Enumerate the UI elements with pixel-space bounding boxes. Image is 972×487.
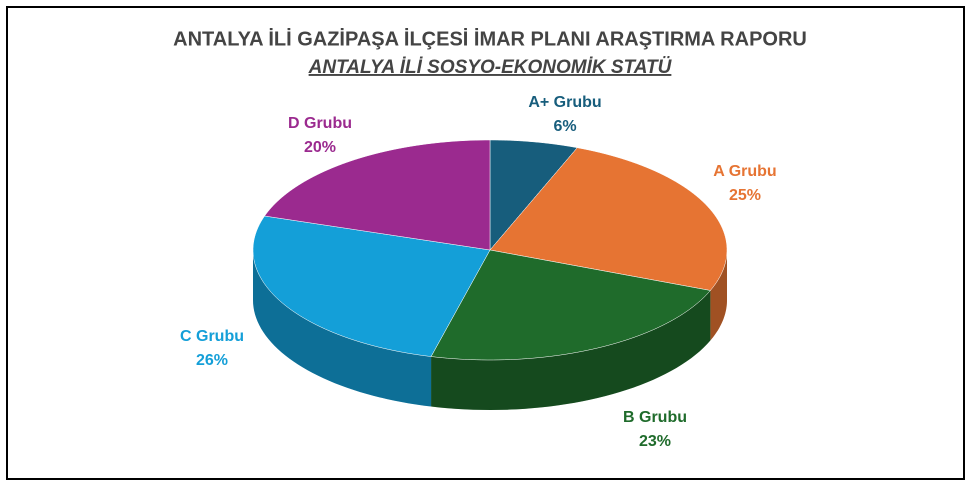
category-label: A Grubu (713, 163, 776, 180)
side-face (431, 290, 711, 410)
side-face (253, 250, 432, 407)
chart-title: ANTALYA İLİ GAZİPAŞA İLÇESİ İMAR PLANI A… (173, 27, 807, 50)
slice-side (710, 250, 727, 341)
side-shade (253, 250, 432, 407)
side-shade (431, 290, 711, 410)
slice (252, 215, 491, 357)
slice (430, 249, 711, 361)
value-label: 26% (196, 352, 228, 369)
labels: A+ Grubu 6% A Grubu 25% B Grubu 23% C Grubu 26%… (180, 94, 777, 450)
value-label: 20% (304, 139, 336, 156)
category-label: C Grubu (180, 328, 244, 345)
value-label: 25% (729, 187, 761, 204)
side-face (710, 250, 727, 341)
chart-subtitle: ANTALYA İLİ SOSYO-EKONOMİK STATÜ (308, 57, 673, 78)
slice (264, 139, 491, 251)
category-label: D Grubu (288, 115, 352, 132)
slice (489, 139, 578, 251)
slice-side (431, 290, 711, 410)
value-label: 6% (553, 118, 576, 135)
pie-tops (252, 139, 728, 361)
side-shade (710, 250, 727, 341)
slice (489, 147, 728, 291)
value-label: 23% (639, 433, 671, 450)
category-label: B Grubu (623, 409, 687, 426)
category-label: A+ Grubu (528, 94, 601, 111)
pie-sides (253, 250, 727, 410)
slice-side (253, 250, 432, 407)
